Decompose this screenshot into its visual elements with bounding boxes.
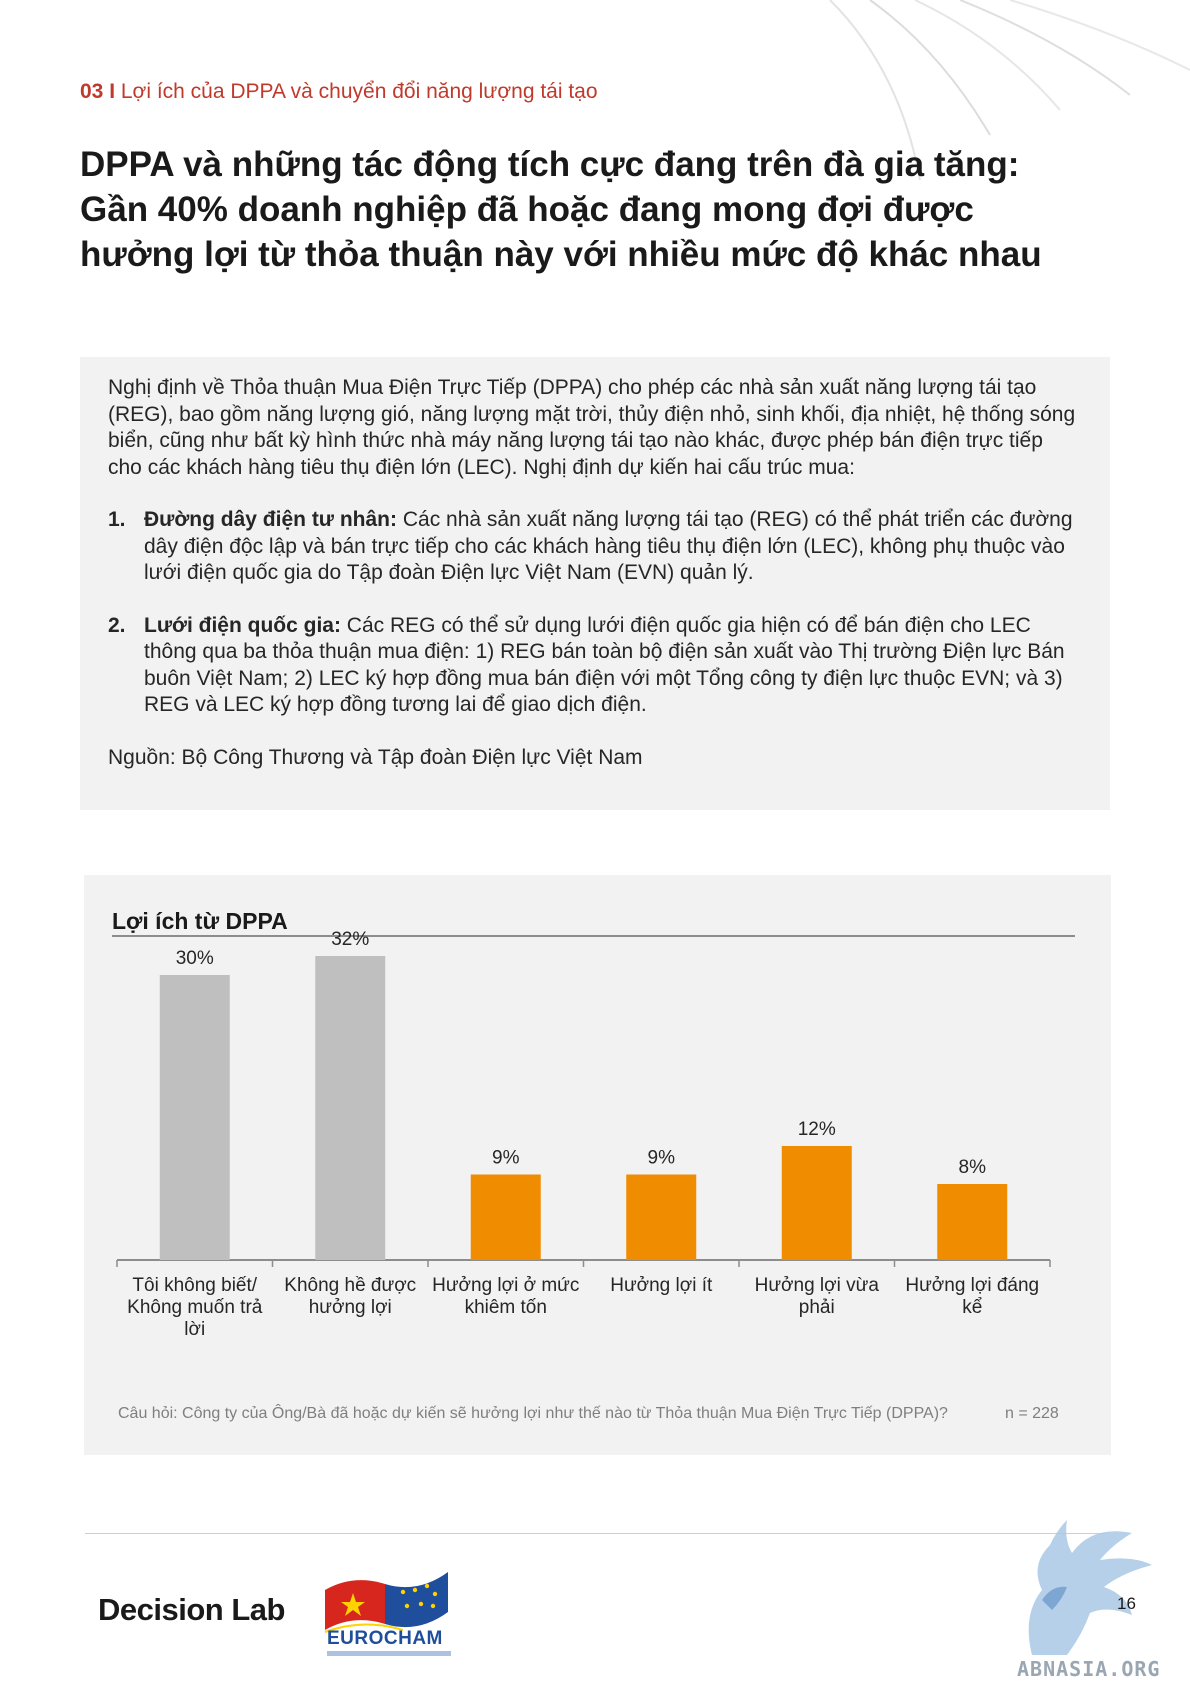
list-text: Các REG có thể sử dụng lưới điện quốc gi… — [144, 613, 1065, 717]
category-label: Không hề được hưởng lợi — [271, 1275, 429, 1319]
section-number: 03 I — [80, 80, 116, 103]
info-box: Nghị định về Thỏa thuận Mua Điện Trực Ti… — [80, 357, 1110, 810]
info-intro: Nghị định về Thỏa thuận Mua Điện Trực Ti… — [108, 376, 1076, 479]
bar-value-label: 32% — [331, 929, 369, 950]
list-term: Đường dây điện tư nhân: — [144, 508, 398, 531]
chart-question: Câu hỏi: Công ty của Ông/Bà đã hoặc dự k… — [118, 1405, 948, 1422]
bar — [626, 1174, 697, 1260]
eurocham-wordmark: EUROCHAM — [327, 1628, 443, 1649]
category-label-line: Hưởng lợi ít — [610, 1275, 713, 1296]
list-term: Lưới điện quốc gia: — [144, 613, 341, 637]
eurocham-tagline-bar — [327, 1651, 451, 1656]
list-index: 1. — [108, 508, 126, 531]
page-number: 16 — [1117, 1594, 1136, 1613]
bar — [781, 1146, 852, 1260]
eurocham-flag-logo — [324, 1572, 448, 1633]
list-text: Các nhà sản xuất năng lượng tái tạo (REG… — [144, 508, 1073, 584]
chart-title-divider — [112, 935, 1075, 937]
sample-size: n = 228 — [1005, 1405, 1059, 1422]
watermark-text: ABNASIA.ORG — [1017, 1657, 1161, 1681]
page-title-line: DPPA và những tác động tích cực đang trê… — [80, 145, 1020, 184]
bar-value-label: 12% — [798, 1119, 836, 1140]
footer-divider — [85, 1533, 1105, 1534]
category-label-line: khiêm tốn — [464, 1297, 547, 1318]
page-title-line: Gần 40% doanh nghiệp đã hoặc đang mong đ… — [80, 190, 974, 229]
category-label: Hưởng lợi ít — [582, 1275, 740, 1297]
category-label-line: Không muốn trả — [127, 1297, 263, 1318]
page-title: DPPA và những tác động tích cực đang trê… — [80, 142, 1120, 277]
category-label-line: Không hề được — [284, 1275, 417, 1296]
list-item: 1. Đường dây điện tư nhân: Các nhà sản x… — [108, 507, 1082, 587]
page-title-line: hưởng lợi từ thỏa thuận này với nhiều mứ… — [80, 235, 1042, 274]
bar — [470, 1174, 541, 1260]
category-label-line: hưởng lợi — [308, 1297, 392, 1318]
bar — [159, 975, 230, 1260]
category-label: Hưởng lợi ở mức khiêm tốn — [427, 1275, 585, 1319]
category-label-line: Hưởng lợi đáng — [905, 1275, 1040, 1296]
category-label-line: Hưởng lợi vừa — [754, 1275, 879, 1296]
category-label-line: phải — [798, 1297, 835, 1318]
category-label-line: Tôi không biết/ — [132, 1275, 258, 1296]
bar-value-label: 9% — [492, 1148, 520, 1169]
category-label: Hưởng lợi đáng kể — [893, 1275, 1051, 1319]
category-label-line: Hưởng lợi ở mức — [432, 1275, 580, 1296]
bar-value-label: 30% — [176, 948, 214, 969]
info-source: Nguồn: Bộ Công Thương và Tập đoàn Điện l… — [108, 745, 643, 769]
chart-title: Lợi ích từ DPPA — [112, 908, 288, 934]
chart-panel: Lợi ích từ DPPA 30% 32% 9% 9% 12% 8% Tôi khôn… — [84, 875, 1111, 1455]
category-label-line: lời — [184, 1319, 206, 1340]
section-title: Lợi ích của DPPA và chuyển đổi năng lượn… — [120, 80, 598, 103]
category-label: Hưởng lợi vừa phải — [738, 1275, 896, 1319]
section-header: 03 I Lợi ích của DPPA và chuyển đổi năng… — [80, 80, 598, 104]
bar-value-label: 8% — [959, 1157, 987, 1178]
decision-lab-logo: Decision Lab — [98, 1592, 285, 1627]
griffin-watermark-icon — [1028, 1520, 1152, 1655]
category-label: Tôi không biết/Không muốn trả lời — [116, 1275, 274, 1341]
list-item: 2. Lưới điện quốc gia: Các REG có thể sử… — [108, 613, 1082, 719]
category-label-line: kể — [962, 1297, 983, 1318]
bar-value-label: 9% — [648, 1148, 676, 1169]
bar — [315, 956, 386, 1260]
bar — [937, 1184, 1008, 1260]
list-index: 2. — [108, 613, 126, 637]
bar-chart: 30% 32% 9% 9% 12% 8% — [116, 929, 1051, 1267]
